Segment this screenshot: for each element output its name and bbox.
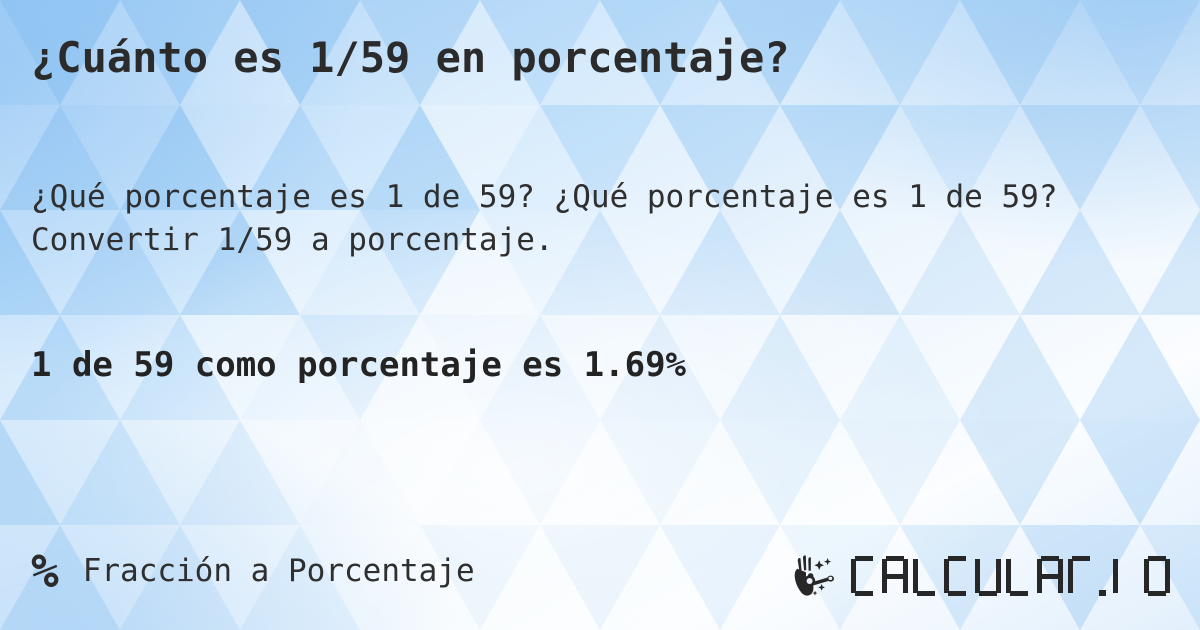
lcd-char-a (882, 556, 908, 596)
footer-category: % Fracción a Porcentaje (31, 548, 475, 594)
lcd-char-dot (1099, 556, 1108, 596)
magic-wand-hand-icon (794, 555, 834, 596)
lcd-char-l2 (1006, 556, 1032, 596)
brand-logo[interactable] (791, 552, 1170, 598)
page-title: ¿Cuánto es 1/59 en porcentaje? (31, 33, 790, 82)
lcd-char-a2 (1037, 556, 1063, 596)
lcd-char-t (1068, 556, 1094, 596)
lcd-char-o (1144, 556, 1170, 596)
lcd-char-i (1113, 556, 1139, 596)
page-description: ¿Qué porcentaje es 1 de 59? ¿Qué porcent… (31, 179, 1058, 258)
lcd-char-c2 (944, 556, 970, 596)
lcd-char-u (975, 556, 1001, 596)
brand-wordmark (851, 554, 1170, 596)
percent-icon: % (31, 544, 59, 598)
lcd-char-l (913, 556, 939, 596)
footer-category-label: Fracción a Porcentaje (82, 553, 475, 589)
lcd-char-c (851, 556, 877, 596)
result-text: 1 de 59 como porcentaje es 1.69% (31, 345, 687, 385)
